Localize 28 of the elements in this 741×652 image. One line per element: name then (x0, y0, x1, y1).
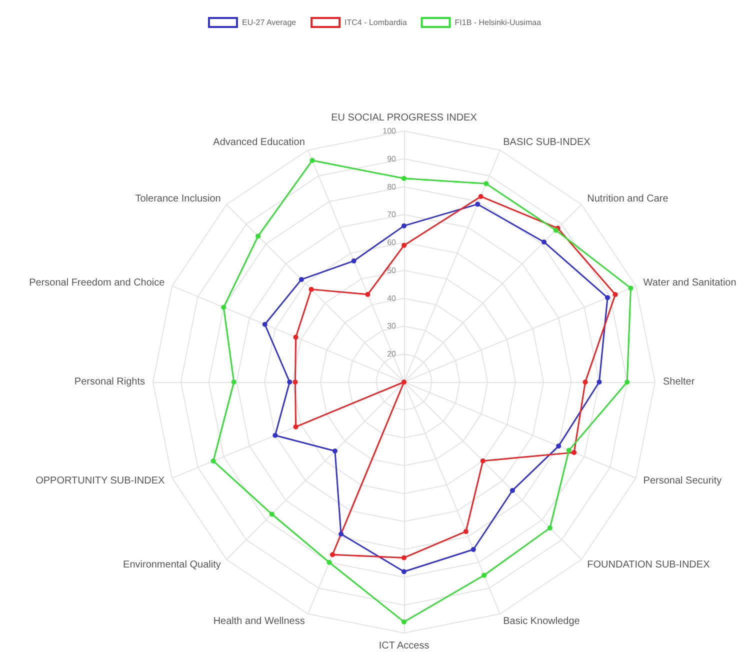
y-tick-label: 70 (387, 210, 397, 220)
spoke-label: Personal Freedom and Choice (29, 277, 166, 288)
y-tick-label: 40 (387, 294, 397, 303)
y-tick-label: 20 (387, 350, 397, 359)
y-tick-label: 100 (382, 126, 397, 136)
legend-label: ITC4 - Lombardia (344, 18, 408, 27)
y-tick-label: 80 (387, 182, 397, 192)
spoke-label: Basic Knowledge (503, 616, 580, 627)
spoke-label: Tolerance Inclusion (135, 193, 221, 204)
spoke-label: FOUNDATION SUB-INDEX (587, 560, 710, 571)
y-tick-label: 60 (387, 238, 397, 248)
y-tick-label: 90 (387, 154, 397, 164)
spoke-label: Shelter (663, 376, 696, 388)
spoke-label: Personal Security (643, 476, 722, 487)
spoke-label: OPPORTUNITY SUB-INDEX (36, 476, 166, 487)
legend-label: FI1B - Helsinki-Uusimaa (454, 18, 542, 27)
spoke-label: Personal Rights (74, 376, 145, 388)
y-tick-label: 30 (387, 322, 397, 331)
spoke-label: Environmental Quality (123, 560, 221, 571)
spoke-label: BASIC SUB-INDEX (503, 137, 591, 148)
spoke-label: Water and Sanitation (643, 277, 736, 288)
spoke-label: Advanced Education (213, 137, 305, 148)
y-tick-label: 50 (387, 266, 397, 275)
spoke-label: Nutrition and Care (587, 193, 669, 204)
legend-label: EU-27 Average (242, 18, 297, 27)
spoke-label: EU SOCIAL PROGRESS INDEX (331, 112, 478, 124)
spoke-label: ICT Access (378, 640, 430, 652)
spoke-label: Health and Wellness (213, 616, 305, 627)
